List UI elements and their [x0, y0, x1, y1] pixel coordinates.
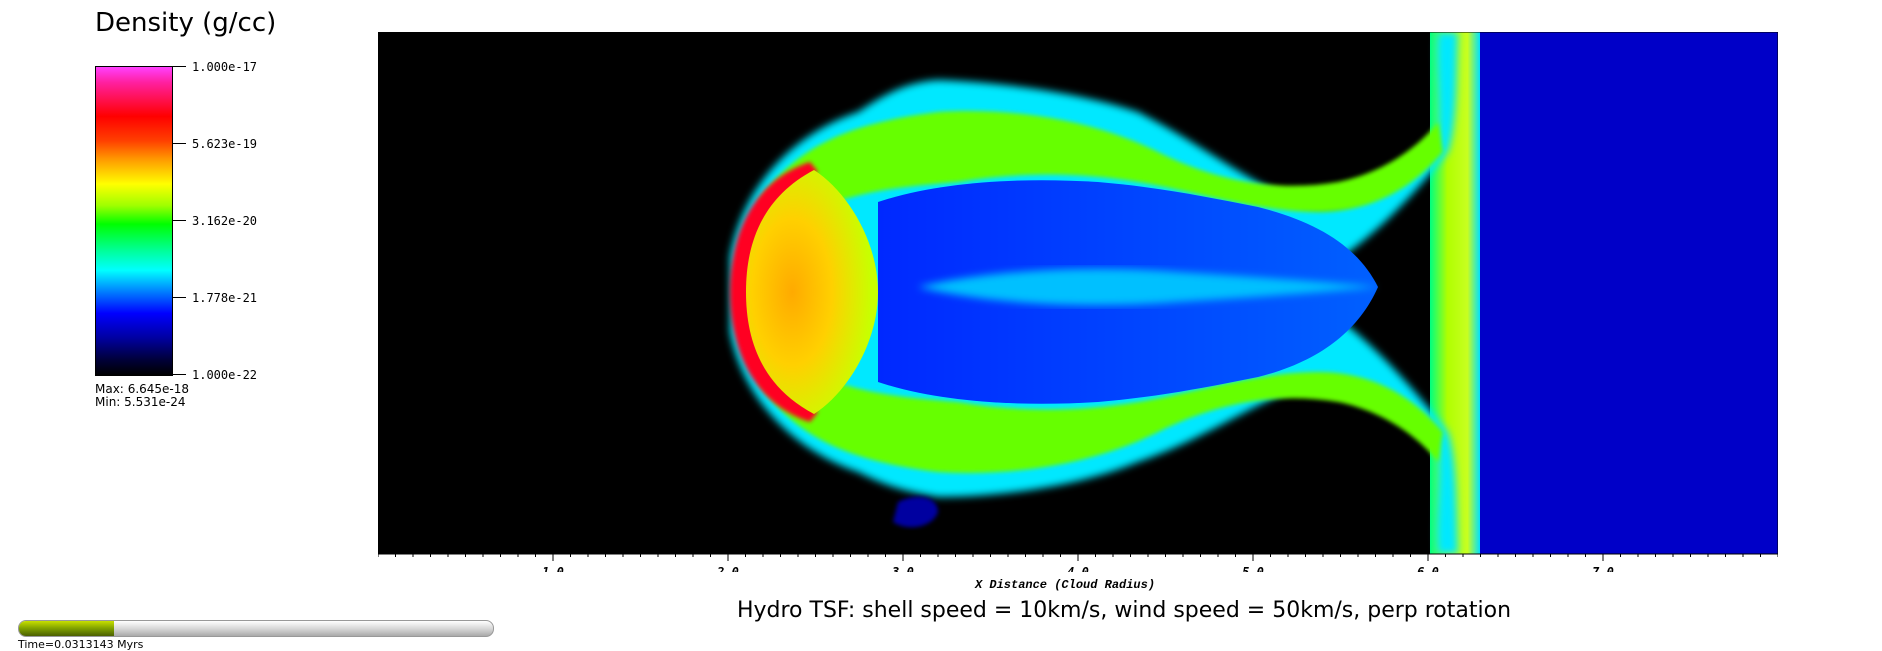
wind-region — [1468, 32, 1778, 554]
x-tick-label: 4.0 — [1067, 565, 1089, 572]
fragment — [893, 496, 938, 528]
max-value: 6.645e-18 — [127, 382, 190, 396]
x-tick-label: 2.0 — [716, 565, 739, 572]
colorbar-tick — [172, 220, 186, 221]
max-label: Max: — [95, 382, 124, 396]
x-tick-label: 1.0 — [542, 565, 564, 572]
time-slider-fill — [19, 621, 114, 636]
cloud-head — [746, 170, 878, 414]
colorbar-tick — [172, 143, 186, 144]
tail-streak — [918, 268, 1378, 306]
colorbar-tick — [172, 66, 186, 67]
upper-arm — [758, 111, 1443, 222]
time-label: Time=0.0313143 Myrs — [18, 638, 144, 651]
min-label: Min: — [95, 395, 121, 409]
colorbar-label: 5.623e-19 — [192, 137, 258, 151]
colorbar-tick — [172, 374, 186, 375]
axes: 1.02.03.04.05.06.07.00.51.01.52.02.5 — [378, 554, 1778, 572]
time-slider[interactable] — [18, 620, 494, 637]
x-axis-label: X Distance (Cloud Radius) — [975, 578, 1156, 592]
colorbar-label: 3.162e-20 — [192, 214, 258, 228]
x-tick-label: 3.0 — [891, 565, 914, 572]
colorbar — [95, 66, 173, 376]
x-tick-label: 5.0 — [1242, 565, 1264, 572]
bow-shock — [730, 162, 818, 422]
colorbar-label: 1.778e-21 — [192, 291, 258, 305]
chart-title: Hydro TSF: shell speed = 10km/s, wind sp… — [736, 598, 1512, 623]
colorbar-label-min: 1.000e-22 — [192, 368, 258, 382]
x-tick-label: 6.0 — [1417, 565, 1439, 572]
max-readout: Max: 6.645e-18 — [95, 382, 189, 396]
colorbar-label-max: 1.000e-17 — [192, 60, 258, 74]
min-readout: Min: 5.531e-24 — [95, 395, 186, 409]
min-value: 5.531e-24 — [124, 395, 186, 409]
x-tick-label: 7.0 — [1592, 565, 1614, 572]
colorbar-tick — [172, 297, 186, 298]
shell-strip — [1430, 32, 1480, 554]
lower-arm — [758, 362, 1443, 473]
legend-title: Density (g/cc) — [95, 8, 277, 38]
density-plot: 1.02.03.04.05.06.07.00.51.01.52.02.5 — [378, 32, 1778, 572]
